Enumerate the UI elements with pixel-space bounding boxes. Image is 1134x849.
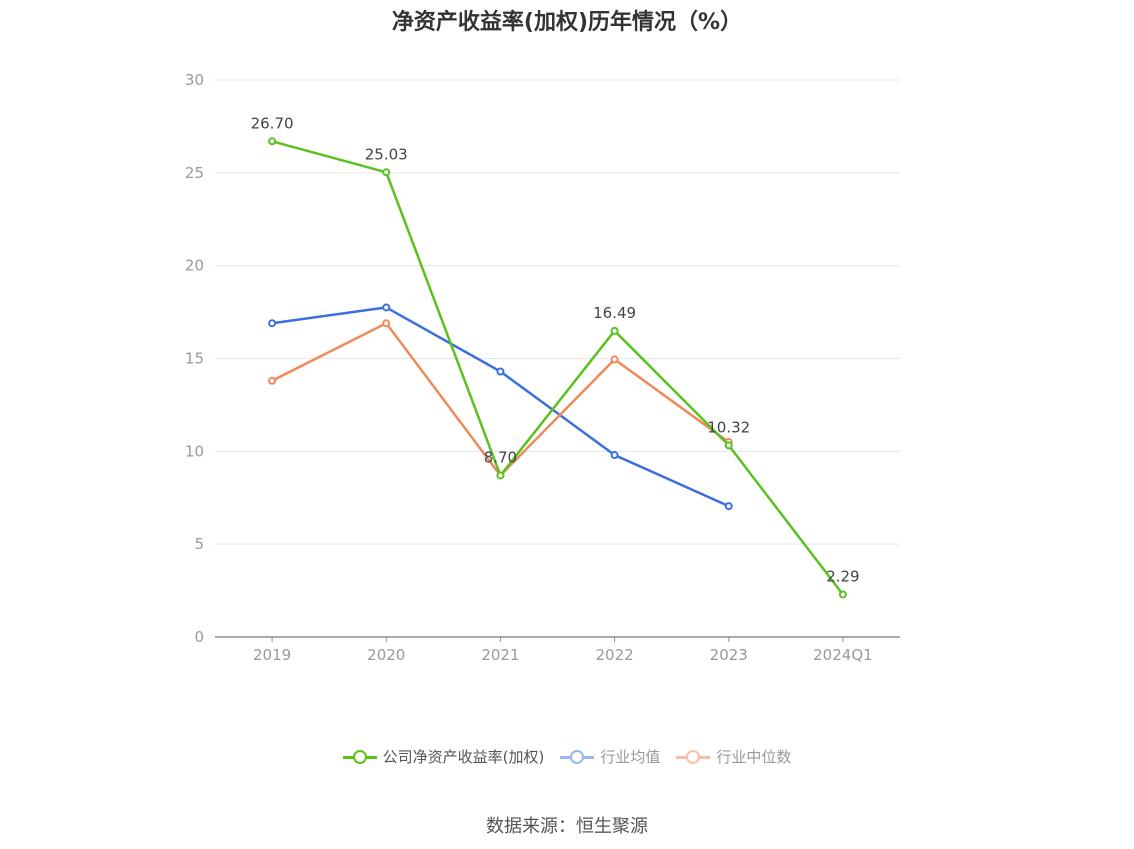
- data-point: [496, 367, 505, 376]
- data-label: 16.49: [593, 304, 636, 322]
- chart-legend: 公司净资产收益率(加权) 行业均值 行业中位数: [0, 746, 1134, 767]
- legend-item-industry-mean[interactable]: 行业均值: [560, 746, 660, 767]
- y-tick-label: 20: [185, 257, 204, 275]
- x-tick-label: 2020: [367, 646, 405, 664]
- x-tick-label: 2021: [481, 646, 519, 664]
- data-label: 25.03: [365, 145, 408, 163]
- data-point: [724, 502, 733, 511]
- data-point: [382, 319, 391, 328]
- legend-label: 行业均值: [600, 748, 661, 766]
- data-source: 数据来源：恒生聚源: [486, 816, 648, 837]
- legend-swatch-icon: [342, 747, 377, 767]
- legend-item-company-roe[interactable]: 公司净资产收益率(加权): [342, 746, 545, 767]
- data-point: [838, 590, 847, 599]
- data-label: 26.70: [251, 114, 294, 132]
- legend-swatch-icon: [560, 747, 595, 767]
- data-point: [496, 471, 505, 480]
- legend-item-industry-median[interactable]: 行业中位数: [676, 746, 791, 767]
- data-point: [382, 303, 391, 312]
- data-point: [610, 451, 619, 460]
- data-point: [268, 137, 277, 146]
- y-tick-label: 30: [185, 71, 204, 89]
- data-point: [268, 376, 277, 385]
- data-label: 10.32: [707, 418, 750, 436]
- data-point: [724, 441, 733, 450]
- data-label: 2.29: [826, 567, 859, 585]
- data-point: [610, 326, 619, 335]
- x-tick-label: 2024Q1: [813, 646, 873, 664]
- y-tick-label: 15: [185, 350, 204, 368]
- y-tick-label: 5: [194, 535, 204, 553]
- data-point: [382, 168, 391, 177]
- y-tick-label: 0: [194, 628, 204, 646]
- y-tick-label: 25: [185, 164, 204, 182]
- series-line: [271, 140, 844, 596]
- x-tick-label: 2022: [595, 646, 633, 664]
- x-tick-label: 2023: [710, 646, 748, 664]
- data-label: 8.70: [484, 448, 517, 466]
- y-tick-label: 10: [185, 442, 204, 460]
- legend-label: 公司净资产收益率(加权): [382, 748, 545, 766]
- legend-label: 行业中位数: [716, 748, 792, 766]
- x-tick-label: 2019: [253, 646, 291, 664]
- legend-swatch-icon: [676, 747, 711, 767]
- data-point: [268, 319, 277, 328]
- chart-title: 净资产收益率(加权)历年情况（%）: [391, 10, 743, 35]
- data-point: [610, 355, 619, 364]
